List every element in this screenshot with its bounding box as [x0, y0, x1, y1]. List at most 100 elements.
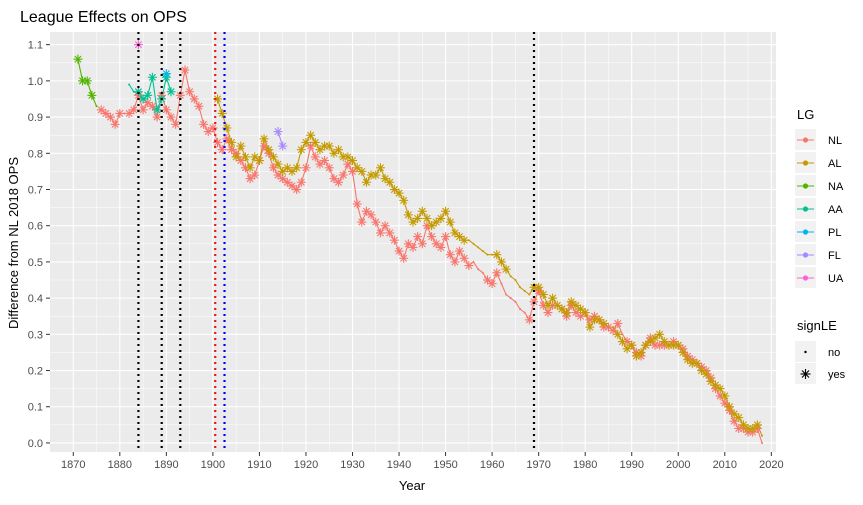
y-tick-label: 0.9	[28, 112, 43, 124]
data-point-al-1944	[413, 213, 423, 223]
legend-label-fl: FL	[828, 250, 841, 262]
data-point-al-1942	[403, 210, 413, 220]
legend-key-point-ua	[802, 275, 809, 281]
data-point-na-1874	[87, 90, 97, 100]
data-point-al-1964	[509, 275, 512, 278]
data-point-al-1996	[655, 329, 665, 339]
data-point-na-1873	[82, 76, 92, 86]
data-point-nl-1957	[477, 268, 480, 271]
data-point-al-1907	[240, 152, 250, 162]
x-tick-label: 2010	[713, 459, 737, 471]
x-tick-label: 1930	[340, 459, 364, 471]
data-point-al-1968	[528, 293, 531, 296]
data-point-nl-1959	[482, 275, 492, 285]
data-point-nl-1891	[166, 112, 176, 122]
data-point-al-1953	[455, 232, 465, 242]
data-point-al-1951	[445, 217, 455, 227]
legend: LG NL AL NA AA PL FL UA signLE no yes	[795, 107, 846, 384]
legend-label-yes: yes	[828, 369, 846, 381]
data-point-al-1994	[645, 337, 655, 347]
data-point-al-1980	[580, 308, 590, 318]
data-point-al-1916	[282, 163, 292, 173]
x-tick-label: 1960	[480, 459, 504, 471]
data-point-al-1985	[607, 326, 610, 329]
data-point-nl-1933	[361, 206, 371, 216]
x-tick-label: 1950	[433, 459, 457, 471]
data-point-al-1959	[486, 253, 489, 256]
data-point-na-1871	[73, 54, 83, 64]
data-point-nl-1900	[208, 123, 218, 133]
data-point-aa-1888	[152, 105, 162, 115]
data-point-al-1955	[467, 239, 470, 242]
data-point-aa-1886	[143, 90, 153, 100]
data-point-al-1948	[431, 217, 441, 227]
data-point-nl-1922	[310, 152, 320, 162]
data-point-nl-1901	[213, 137, 223, 147]
data-point-al-1958	[481, 250, 484, 253]
data-point-nl-1935	[371, 217, 381, 227]
data-point-al-1970	[534, 282, 544, 292]
data-point-al-1997	[659, 337, 669, 347]
data-point-nl-1954	[459, 253, 469, 263]
data-point-nl-1895	[185, 87, 195, 97]
data-point-nl-1927	[334, 177, 344, 187]
data-point-al-1930	[348, 156, 357, 166]
data-point-al-1986	[612, 326, 615, 329]
x-axis-label: Year	[399, 478, 426, 493]
data-point-al-1977	[566, 297, 576, 307]
data-point-aa-1891	[166, 87, 176, 97]
data-point-nl-1952	[450, 257, 460, 267]
data-point-al-1943	[408, 217, 418, 227]
data-point-nl-1936	[375, 228, 385, 238]
data-point-al-1993	[641, 340, 651, 350]
data-point-nl-1888	[152, 112, 162, 122]
data-point-al-1932	[357, 166, 367, 176]
data-point-nl-1917	[287, 181, 297, 191]
legend-label-na: NA	[828, 181, 844, 193]
y-tick-label: 0.7	[28, 185, 43, 197]
data-point-al-1945	[417, 206, 427, 216]
data-point-nl-1955	[464, 261, 474, 271]
data-point-nl-1949	[436, 242, 446, 252]
data-point-nl-1956	[472, 260, 475, 263]
plot-area: 1870 1880 1890 1900 1910 1920 1930 1940 1950 1960…	[28, 32, 784, 471]
data-point-nl-1918	[292, 185, 302, 194]
data-point-nl-1902	[217, 145, 227, 155]
data-point-al-1911	[259, 134, 269, 144]
data-point-al-1950	[441, 206, 451, 216]
data-point-al-1987	[613, 329, 623, 339]
data-point-al-1923	[315, 145, 325, 155]
data-point-al-1933	[361, 177, 371, 187]
legend-title-lg: LG	[797, 107, 814, 122]
data-point-al-1941	[399, 195, 409, 205]
data-point-nl-1896	[189, 94, 199, 104]
y-tick-label: 1.1	[28, 40, 43, 52]
x-tick-label: 2020	[759, 459, 783, 471]
data-point-nl-1948	[431, 239, 441, 249]
data-point-aa-1887	[147, 72, 157, 82]
legend-label-no: no	[828, 347, 840, 359]
data-point-al-2016	[748, 423, 758, 433]
data-point-nl-1892	[171, 119, 181, 129]
data-point-nl-1960	[487, 279, 497, 289]
data-point-al-1984	[599, 318, 609, 328]
data-point-al-1937	[380, 174, 390, 184]
data-point-nl-1934	[366, 210, 376, 220]
data-point-nl-1909	[250, 170, 260, 180]
x-tick-label: 1870	[61, 459, 85, 471]
data-point-al-1981	[585, 322, 595, 332]
x-tick-label: 1910	[247, 459, 271, 471]
data-point-nl-1921	[306, 141, 316, 151]
data-point-al-1921	[306, 130, 316, 140]
series-line-fl	[277, 131, 284, 147]
chart-title: League Effects on OPS	[20, 9, 187, 26]
data-point-al-1991	[631, 351, 641, 361]
legend-label-ua: UA	[828, 273, 844, 285]
data-point-al-1957	[477, 246, 480, 249]
data-point-nl-1969	[529, 297, 539, 307]
data-point-al-1962	[496, 257, 506, 267]
data-point-nl-1887	[147, 101, 157, 111]
y-tick-label: 0.8	[28, 148, 43, 160]
legend-label-pl: PL	[828, 227, 841, 239]
data-point-al-1939	[389, 185, 399, 194]
